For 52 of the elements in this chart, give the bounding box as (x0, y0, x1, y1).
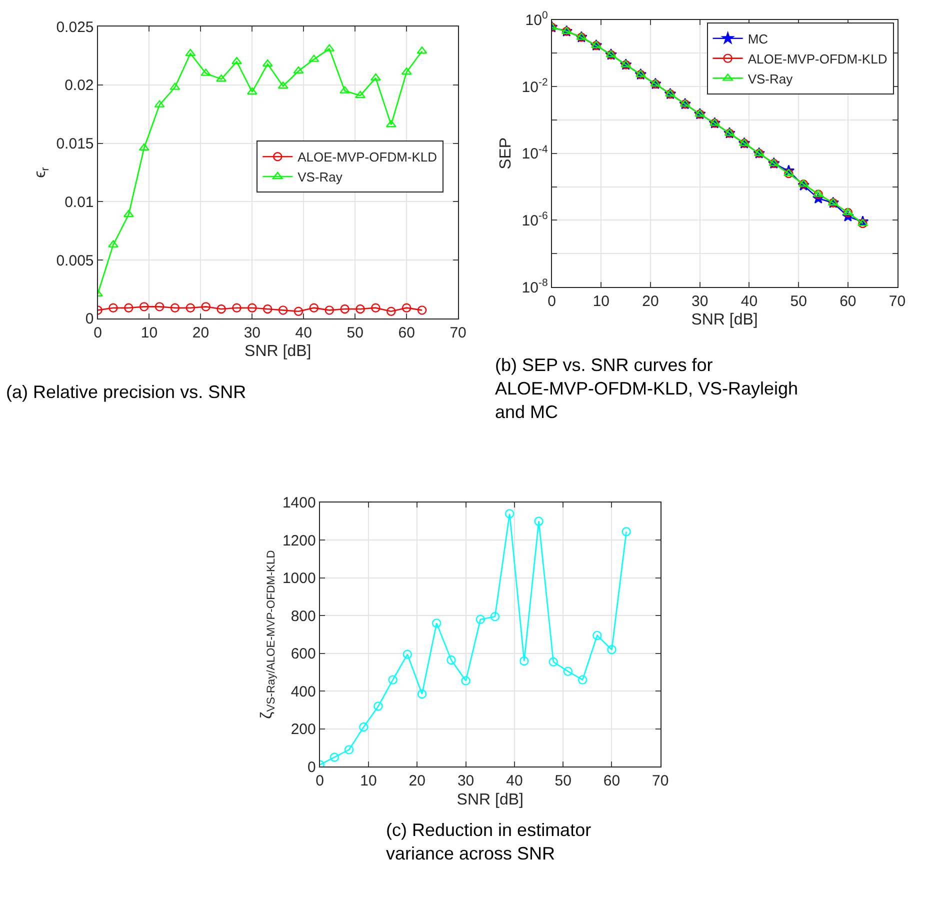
x-tick-label: 20 (642, 293, 659, 310)
x-tick-label: 10 (140, 324, 158, 342)
y-tick-label: 0.025 (56, 18, 94, 36)
text: (a) Relative precision vs. SNR (6, 382, 246, 402)
y-tick-label: 10$^{-6}$ (522, 210, 548, 230)
y-tick-label: 10$^{0}$ (525, 10, 548, 30)
x-tick-label: 10 (360, 772, 377, 790)
y-tick-label: 1000 (282, 570, 316, 588)
y-tick-label: 0.02 (64, 77, 94, 94)
x-tick-label: 30 (457, 772, 474, 790)
y-tick-label: 0 (85, 310, 94, 328)
legend-label: MC (748, 31, 768, 46)
x-axis-title: SNR [dB] (456, 791, 524, 808)
x-tick-label: 40 (740, 293, 758, 310)
x-tick-label: 20 (408, 772, 426, 790)
y-tick-label: 400 (290, 683, 316, 700)
x-tick-label: 60 (840, 293, 856, 310)
x-tick-label: 30 (692, 293, 708, 310)
y-tick-label: 200 (290, 721, 316, 738)
legend-label: VS-Ray (748, 71, 794, 86)
y-tick-label: 10$^{-8}$ (522, 276, 548, 296)
legend-label: ALOE-MVP-OFDM-KLD (298, 150, 438, 165)
x-tick-label: 50 (346, 324, 364, 342)
y-tick-label: 10$^{-2}$ (522, 76, 548, 96)
x-tick-label: 20 (192, 324, 210, 342)
x-tick-label: 70 (652, 772, 669, 790)
x-tick-label: 70 (888, 293, 906, 310)
y-tick-label: 1200 (282, 532, 316, 550)
x-tick-label: 60 (398, 324, 415, 342)
x-axis-title: SNR [dB] (691, 312, 758, 329)
x-tick-label: 10 (592, 293, 610, 310)
legend-label: VS-Ray (298, 170, 343, 185)
text: (c) Reduction in estimator variance across SNR (386, 820, 592, 864)
y-tick-label: 1400 (282, 494, 316, 512)
y-tick-label: 0.01 (64, 194, 94, 211)
y-tick-label: 10$^{-4}$ (522, 143, 548, 163)
y-axis-title: SEP (498, 137, 515, 170)
x-tick-label: 70 (450, 324, 466, 342)
y-tick-label: 0 (308, 758, 316, 776)
x-tick-label: 50 (790, 293, 807, 310)
y-tick-label: 0.005 (56, 252, 94, 270)
x-axis-title: SNR [dB] (244, 343, 312, 360)
y-tick-label: 0.015 (56, 136, 94, 153)
x-tick-label: 60 (603, 772, 620, 790)
x-tick-label: 50 (554, 772, 572, 790)
text: (b) SEP vs. SNR curves for ALOE-MVP-OFDM-KLD, VS-Rayleigh and MC (495, 355, 798, 422)
legend-label: ALOE-MVP-OFDM-KLD (748, 51, 888, 66)
x-tick-label: 40 (295, 324, 312, 342)
y-tick-label: 600 (290, 646, 316, 663)
x-tick-label: 40 (506, 772, 523, 790)
y-tick-label: 800 (290, 608, 316, 625)
x-tick-label: 30 (244, 324, 261, 342)
